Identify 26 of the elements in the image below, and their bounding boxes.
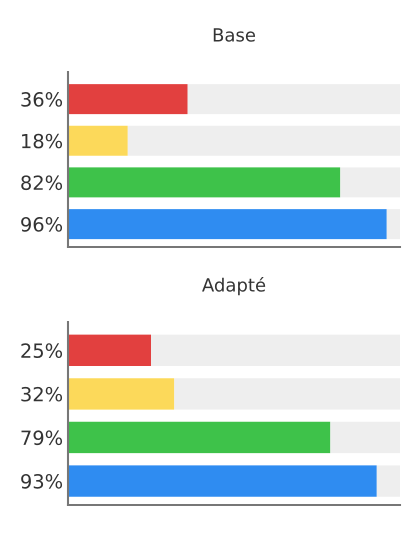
bar (68, 84, 188, 114)
bar (386, 209, 400, 240)
y-tick-label: 79% (22, 430, 62, 446)
y-tick-label: 32% (21, 386, 62, 402)
bar (174, 378, 400, 410)
bar (68, 465, 377, 497)
bar (68, 209, 387, 240)
bar (151, 334, 400, 366)
y-tick-label: 18% (22, 134, 62, 148)
bar (68, 126, 128, 156)
chart-title: Base (214, 28, 256, 42)
bar (376, 465, 400, 497)
chart-title: Adapté (202, 277, 266, 296)
bar (68, 334, 151, 366)
bar (128, 126, 400, 156)
y-tick-label: 96% (21, 217, 62, 232)
bar (340, 167, 400, 198)
bar (68, 422, 330, 454)
y-tick-label: 36% (21, 92, 62, 107)
y-tick-label: 93% (21, 474, 62, 489)
y-tick-label: 82% (21, 175, 62, 190)
bar (188, 84, 400, 114)
y-tick-label: 25% (21, 343, 62, 358)
bar (68, 378, 174, 410)
bar (68, 167, 340, 198)
bar (330, 422, 400, 454)
